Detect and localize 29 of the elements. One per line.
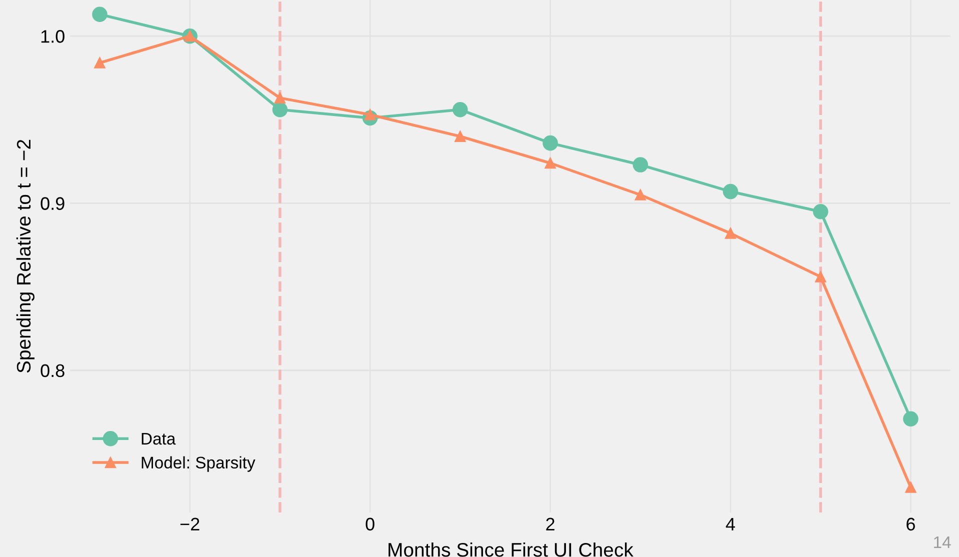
x-axis-title: Months Since First UI Check [388,542,634,557]
x-tick-label: 2 [546,518,554,530]
point [92,6,108,22]
point [454,130,466,142]
y-tick-label: 0.9 [40,197,64,210]
y-tick-label: 0.8 [40,364,64,378]
y-axis-title: Spending Relative to t = −2 [16,140,34,373]
x-tick-label: 0 [366,518,374,531]
point [452,102,468,118]
x-tick-label: 6 [906,518,915,531]
point [542,135,558,151]
legend-label: Data [142,433,176,445]
x-tick-label: 4 [726,518,735,530]
x-tick-label: −2 [180,518,200,530]
point [815,271,826,282]
text: 14 [934,536,951,548]
point [903,411,918,426]
point [724,228,736,239]
legend-label: Model: Sparsity [142,456,256,472]
point [274,92,286,104]
y-tick-label: 1.0 [41,30,64,43]
point [812,204,828,220]
point [905,482,916,493]
point [634,189,646,200]
point [272,102,288,118]
point [544,158,556,169]
point [632,157,648,172]
point [722,184,738,200]
point [94,57,106,68]
